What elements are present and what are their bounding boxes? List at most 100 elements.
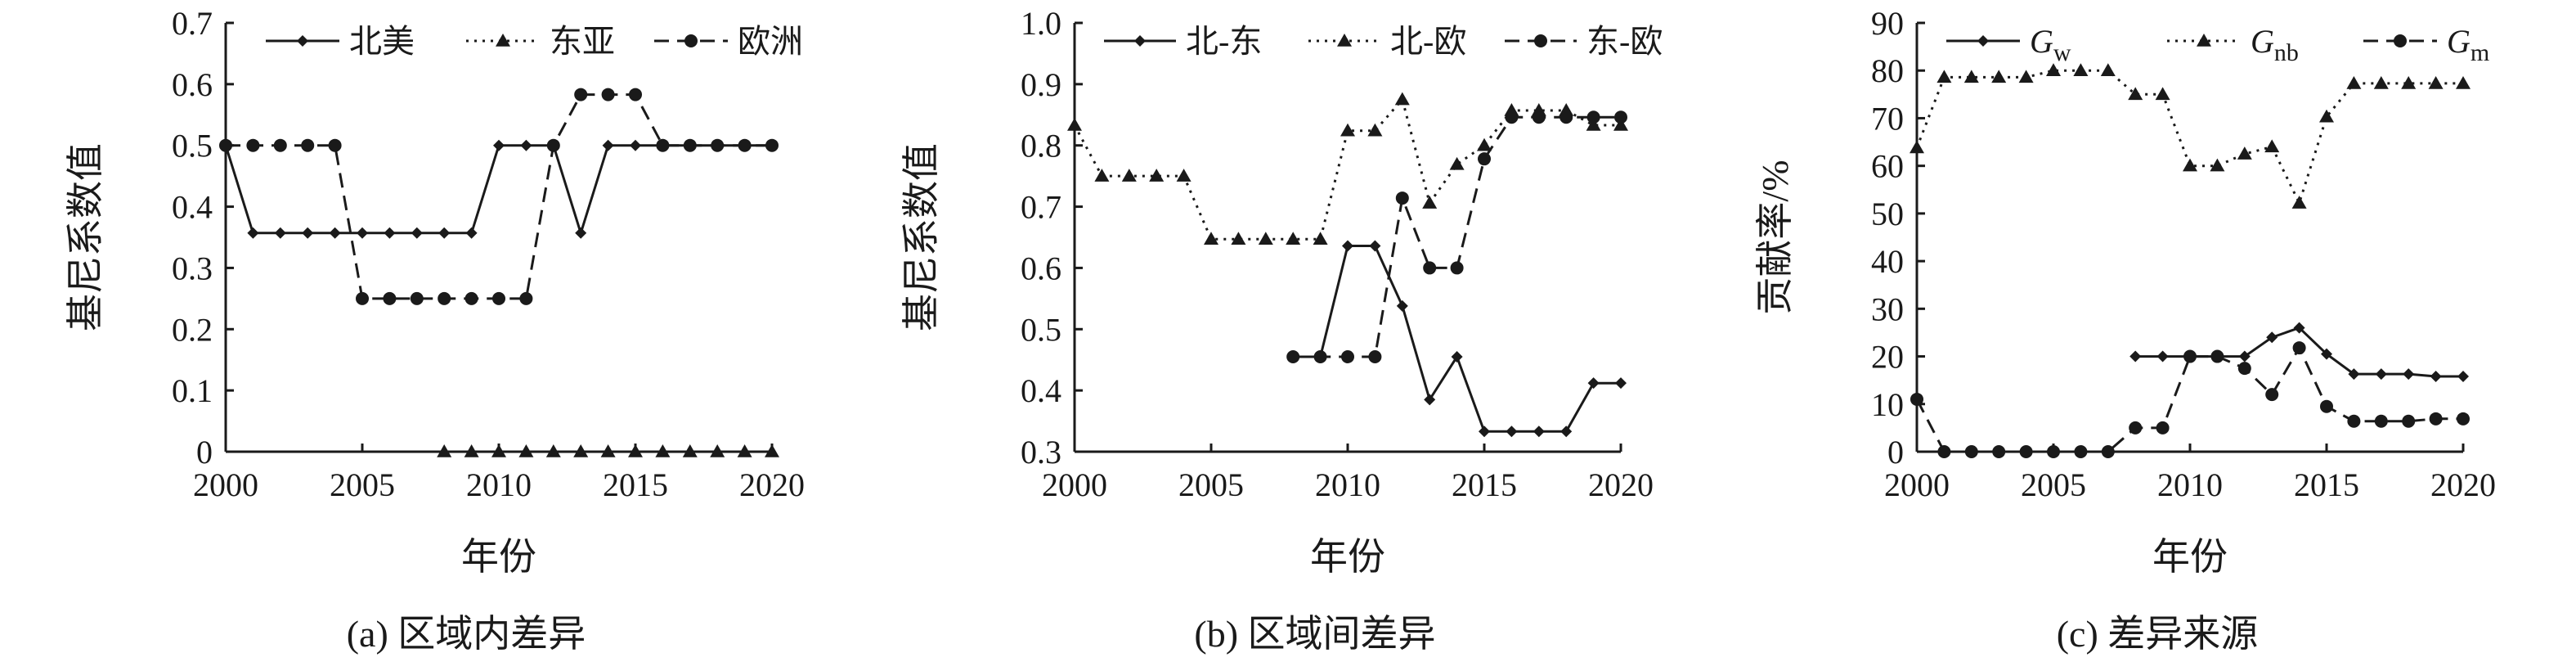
y-tick-label: 90	[1871, 5, 1904, 42]
data-point	[573, 444, 589, 457]
legend-entry: Gw	[1946, 23, 2071, 66]
series-1	[2129, 322, 2469, 383]
legend-marker	[1534, 34, 1547, 47]
data-point	[1587, 377, 1600, 390]
panel-caption: (a) 区域内差异	[347, 613, 586, 655]
data-point	[247, 227, 259, 239]
data-point	[1963, 70, 1979, 83]
series-2	[437, 444, 779, 457]
data-point	[1149, 169, 1165, 182]
data-point	[2183, 349, 2197, 363]
data-point	[2156, 421, 2170, 435]
data-point	[356, 291, 369, 305]
data-point	[683, 138, 697, 152]
data-point	[437, 444, 452, 457]
legend-marker	[684, 34, 698, 47]
data-point	[1964, 445, 1978, 458]
data-point	[2266, 331, 2278, 344]
data-point	[492, 291, 505, 305]
data-point	[2292, 341, 2306, 355]
data-point	[1586, 118, 1601, 131]
data-point	[1286, 232, 1301, 245]
x-tick-label: 2015	[603, 466, 668, 503]
data-point	[2428, 75, 2444, 89]
y-tick-label: 0.3	[1021, 434, 1061, 471]
data-point	[629, 88, 642, 101]
series-1	[220, 139, 778, 239]
data-point	[1479, 426, 1490, 438]
data-point	[628, 444, 643, 457]
data-point	[383, 291, 397, 305]
data-point	[682, 444, 698, 457]
data-point	[2264, 139, 2280, 153]
data-point	[384, 227, 396, 239]
data-point	[2456, 75, 2471, 89]
data-point	[711, 138, 725, 152]
data-point	[2401, 75, 2417, 89]
legend-label: 北美	[349, 23, 415, 60]
panel-caption: (b) 区域间差异	[1194, 613, 1435, 655]
y-tick-label: 30	[1871, 290, 1904, 327]
data-point	[601, 88, 615, 101]
legend-label: 北-东	[1186, 23, 1262, 60]
data-point	[1615, 377, 1627, 390]
data-point	[1367, 123, 1383, 137]
chart-panel-b: 0.3 0.4 0.5 0.6 0.7 0.8 0.9 1.0 2000 2005 2010 2015…	[900, 5, 1663, 655]
y-tick-label: 0.5	[1021, 311, 1061, 348]
data-point	[765, 444, 779, 457]
data-point	[1451, 350, 1463, 363]
data-point	[602, 139, 614, 151]
x-tick-label: 2005	[1178, 466, 1244, 503]
data-point	[2047, 445, 2060, 458]
data-point	[1313, 232, 1328, 245]
series-3	[1286, 110, 1627, 363]
x-tick-label: 2005	[330, 466, 395, 503]
legend-entry: 北美	[266, 23, 415, 60]
data-point	[520, 139, 532, 151]
data-point	[2319, 109, 2334, 123]
series-line	[224, 144, 772, 237]
data-point	[575, 227, 587, 239]
data-point	[1176, 169, 1192, 182]
data-point	[2237, 362, 2251, 376]
legend-entry: 北-东	[1104, 23, 1262, 60]
data-point	[2430, 371, 2442, 383]
y-tick-label: 0.7	[1021, 189, 1061, 226]
legend-entry: 东亚	[466, 23, 615, 60]
data-point	[2293, 322, 2305, 334]
chart-panel-c: 0 10 20 30 40 50 60 70 80 90 2000 2005 2010 2015 2020 年…	[1754, 5, 2496, 655]
data-point	[246, 138, 260, 152]
data-point	[1505, 110, 1519, 124]
x-axis-title: 年份	[1310, 536, 1385, 578]
data-point	[2210, 349, 2224, 363]
data-point	[1614, 110, 1627, 124]
data-point	[1937, 445, 1951, 458]
y-tick-label: 0.9	[1021, 66, 1061, 103]
data-point	[1423, 261, 1437, 275]
data-point	[2403, 368, 2415, 381]
data-point	[1991, 70, 2007, 83]
y-tick-label: 0.8	[1021, 128, 1061, 164]
data-point	[738, 138, 752, 152]
data-point	[2402, 414, 2416, 428]
data-point	[545, 444, 561, 457]
y-axis-title: 贡献率/%	[1754, 160, 1796, 314]
legend-entry: Gm	[2363, 23, 2489, 66]
legend-label: Gw	[2030, 23, 2071, 66]
data-point	[1369, 240, 1381, 252]
data-point	[1394, 92, 1410, 106]
y-tick-label: 0.4	[172, 189, 213, 226]
data-point	[1258, 232, 1273, 245]
y-tick-label: 0.3	[172, 250, 213, 286]
data-point	[2291, 196, 2307, 209]
x-tick-label: 2005	[2021, 466, 2086, 503]
data-point	[1586, 110, 1600, 124]
data-point	[1910, 392, 1923, 406]
chart-panel-a: 0 0.1 0.2 0.3 0.4 0.5 0.6 0.7 2000 2005 2010 2015 20…	[65, 5, 805, 655]
y-axis-title: 基尼系数值	[65, 143, 106, 331]
data-point	[630, 139, 641, 151]
y-tick-label: 0.5	[172, 128, 213, 164]
data-point	[1340, 123, 1355, 137]
y-tick-label: 0.2	[172, 311, 213, 348]
